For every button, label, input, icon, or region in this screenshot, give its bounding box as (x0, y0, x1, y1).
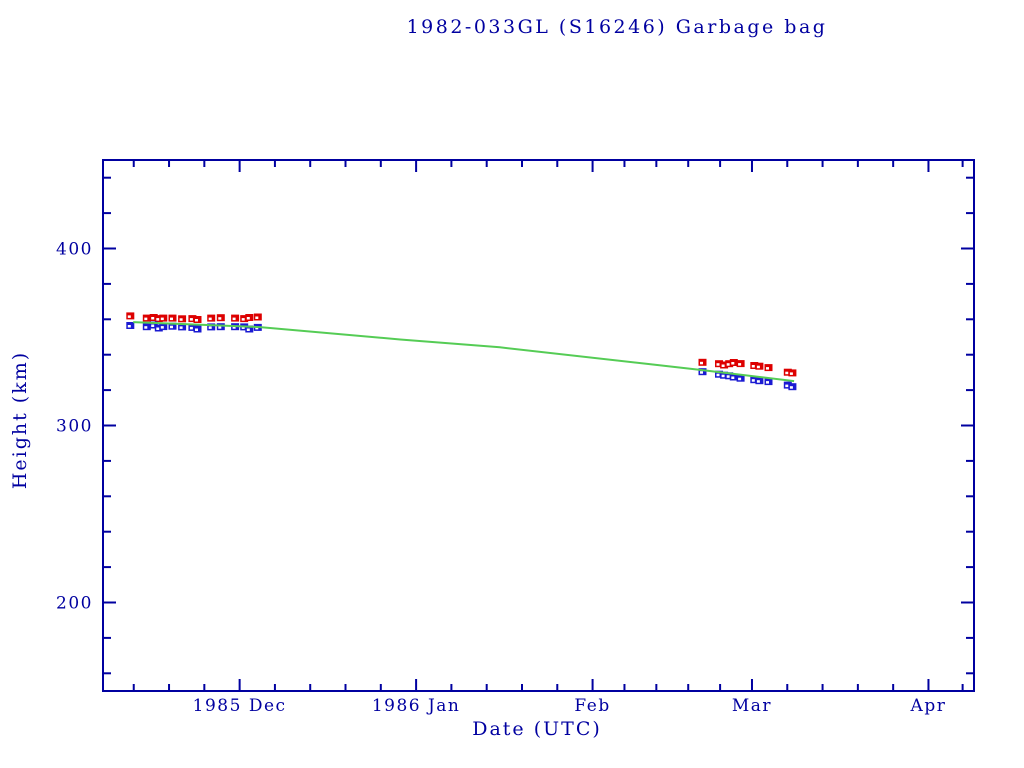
data-point-center-dot (160, 326, 164, 329)
data-point-center-dot (160, 317, 164, 321)
data-point-center-dot (195, 328, 198, 331)
y-tick-label: 300 (56, 417, 93, 437)
data-point-center-dot (700, 361, 703, 365)
x-tick-label: 1985 Dec (193, 696, 287, 716)
chart-title: 1982-033GL (S16246) Garbage bag (406, 16, 828, 38)
data-point-center-dot (218, 326, 222, 329)
data-point-center-dot (127, 325, 131, 328)
data-point-center-dot (156, 318, 160, 321)
x-tick-label: Mar (732, 696, 772, 716)
data-point-center-dot (716, 363, 720, 366)
data-point-center-dot (731, 376, 735, 379)
data-point-center-dot (721, 374, 725, 378)
data-point-center-dot (789, 386, 793, 389)
data-point-center-dot (721, 364, 725, 367)
data-point-center-dot (751, 365, 755, 368)
data-point-center-dot (179, 326, 183, 329)
data-point-center-dot (127, 315, 131, 318)
data-point-center-dot (731, 362, 735, 365)
data-point-center-dot (785, 371, 789, 375)
data-point-center-dot (151, 324, 155, 327)
data-point-center-dot (255, 316, 259, 319)
data-point-center-dot (255, 326, 259, 330)
green-fit-line (133, 321, 795, 383)
data-point-center-dot (179, 318, 183, 321)
data-point-center-dot (241, 326, 245, 329)
data-point-center-dot (208, 326, 212, 329)
data-point-center-dot (170, 325, 173, 329)
data-point-center-dot (246, 328, 250, 331)
y-tick-label: 200 (56, 594, 93, 614)
data-point-center-dot (700, 371, 703, 374)
data-point-center-dot (144, 317, 148, 321)
data-point-center-dot (766, 367, 769, 370)
data-point-center-dot (726, 363, 730, 366)
y-axis-label: Height (km) (9, 350, 31, 490)
x-tick-label: Feb (574, 696, 610, 716)
data-point-center-dot (726, 375, 730, 378)
data-point-center-dot (170, 317, 173, 321)
data-point-center-dot (232, 317, 236, 321)
x-axis-label: Date (UTC) (472, 718, 602, 740)
data-point-center-dot (716, 373, 720, 377)
data-point-center-dot (151, 317, 155, 320)
data-point-center-dot (156, 327, 160, 330)
data-point-center-dot (756, 380, 760, 383)
y-tick-label: 400 (56, 240, 93, 260)
data-point-center-dot (246, 317, 250, 320)
data-point-center-dot (751, 379, 755, 382)
data-point-center-dot (208, 317, 212, 321)
data-point-center-dot (756, 365, 760, 369)
data-point-center-dot (738, 377, 742, 381)
x-tick-label: Apr (910, 696, 947, 716)
data-point-center-dot (789, 372, 793, 375)
x-tick-label: 1986 Jan (372, 696, 461, 716)
data-point-center-dot (241, 318, 245, 321)
data-point-center-dot (189, 318, 193, 321)
data-point-center-dot (218, 317, 222, 320)
data-point-center-dot (195, 319, 198, 322)
plot-frame (102, 159, 975, 692)
data-point-center-dot (738, 363, 742, 366)
data-point-center-dot (189, 326, 193, 330)
data-point-center-dot (766, 381, 769, 384)
data-point-center-dot (144, 326, 148, 329)
data-point-center-dot (785, 384, 789, 388)
data-point-center-dot (232, 326, 236, 329)
